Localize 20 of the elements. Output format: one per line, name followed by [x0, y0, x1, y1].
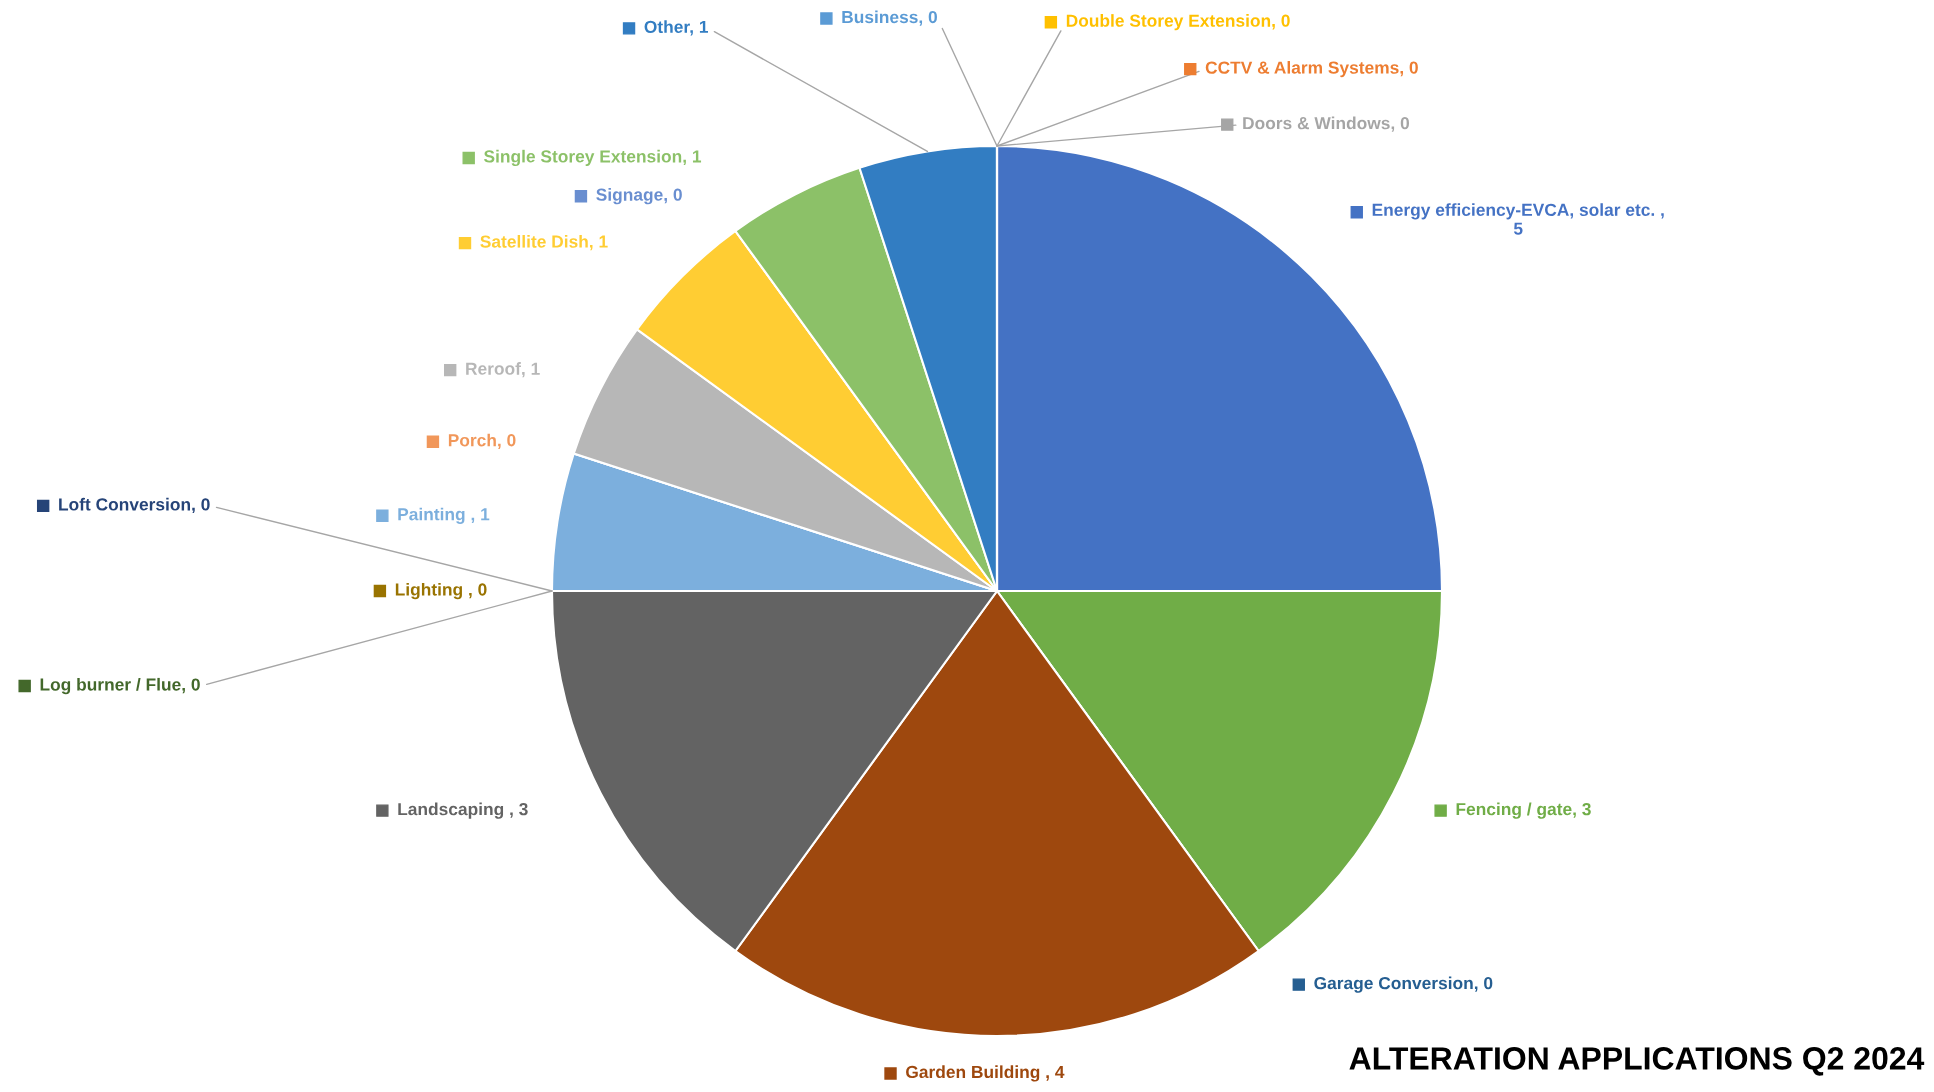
legend-label: Business, 0 [842, 10, 937, 26]
legend-label: Porch, 0 [448, 433, 516, 449]
legend-label: Single Storey Extension, 1 [484, 149, 702, 167]
legend-label: Reroof, 1 [466, 362, 540, 378]
legend-label: Landscaping , 3 [398, 802, 528, 819]
legend-label: Satellite Dish, 1 [480, 234, 608, 251]
legend-label: Log burner / Flue, 0 [40, 677, 200, 695]
legend-label: Garage Conversion, 0 [1314, 976, 1493, 993]
legend-label: Lighting , 0 [395, 582, 487, 600]
legend-label: Loft Conversion, 0 [59, 497, 210, 514]
legend-label: Other, 1 [644, 20, 709, 36]
legend-label: Signage, 0 [596, 188, 682, 205]
legend-label: Fencing / gate, 3 [1456, 802, 1591, 819]
legend-label: CCTV & Alarm Systems, 0 [1205, 61, 1418, 78]
legend-label: Double Storey Extension, 0 [1066, 14, 1290, 31]
legend-label: Painting , 1 [398, 507, 490, 524]
legend-label: Doors & Windows, 0 [1243, 116, 1410, 132]
legend-label: Garden Building , 4 [906, 1065, 1065, 1082]
text: ALTERATION APPLICATIONS Q2 2024 [1349, 1047, 1925, 1076]
legend-label: Energy efficiency-EVCA, solar etc. , 5 [1372, 203, 1664, 235]
